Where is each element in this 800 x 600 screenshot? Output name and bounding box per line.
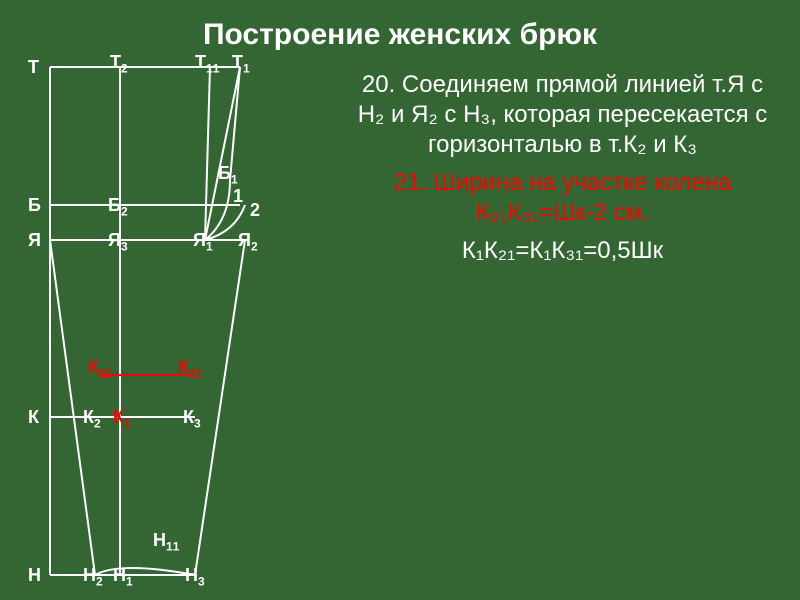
content-row: Т Т2 Т11 Т1 Б Б2 Б112 Я Я3 Я1 Я2 К21 К31 К К2 К1 К3 Н11 Н Н…: [0, 55, 800, 600]
point-label: Б: [28, 195, 41, 216]
step-21b: К₁К₂₁=К₁К₃₁=0,5Шк: [350, 236, 775, 266]
point-label: Т: [28, 57, 39, 78]
step-21: 21. Ширина на участке колена К₂₁К₃₁=Шк-2…: [350, 168, 775, 228]
step-20: 20. Соединяем прямой линией т.Я с Н₂ и Я…: [350, 70, 775, 160]
point-label: 2: [250, 200, 260, 221]
point-label: Я: [28, 230, 41, 251]
diagram: Т Т2 Т11 Т1 Б Б2 Б112 Я Я3 Я1 Я2 К21 К31 К К2 К1 К3 Н11 Н Н…: [0, 55, 340, 600]
point-label: Н11: [153, 530, 179, 554]
point-label: Т1: [232, 52, 250, 76]
point-label: К: [28, 407, 39, 428]
point-label: Б2: [108, 195, 128, 219]
point-label: Т2: [110, 52, 128, 76]
point-label: 1: [233, 186, 243, 207]
point-label: Н: [28, 565, 41, 586]
point-label: Н3: [185, 565, 205, 589]
point-label: К2: [83, 407, 101, 431]
instructions: 20. Соединяем прямой линией т.Я с Н₂ и Я…: [340, 55, 800, 600]
point-label: К1: [113, 407, 131, 431]
point-label: Я3: [108, 230, 128, 254]
point-label: Н1: [113, 565, 133, 589]
point-label: Н2: [83, 565, 103, 589]
point-label: К31: [178, 357, 202, 381]
page-title: Построение женских брюк: [0, 0, 800, 52]
point-label: Я2: [238, 230, 258, 254]
point-label: К21: [88, 357, 112, 381]
pattern-svg: [0, 55, 340, 595]
point-label: К3: [183, 407, 201, 431]
point-label: Б1: [218, 163, 238, 187]
point-label: Я1: [193, 230, 213, 254]
point-label: Т11: [195, 52, 219, 76]
